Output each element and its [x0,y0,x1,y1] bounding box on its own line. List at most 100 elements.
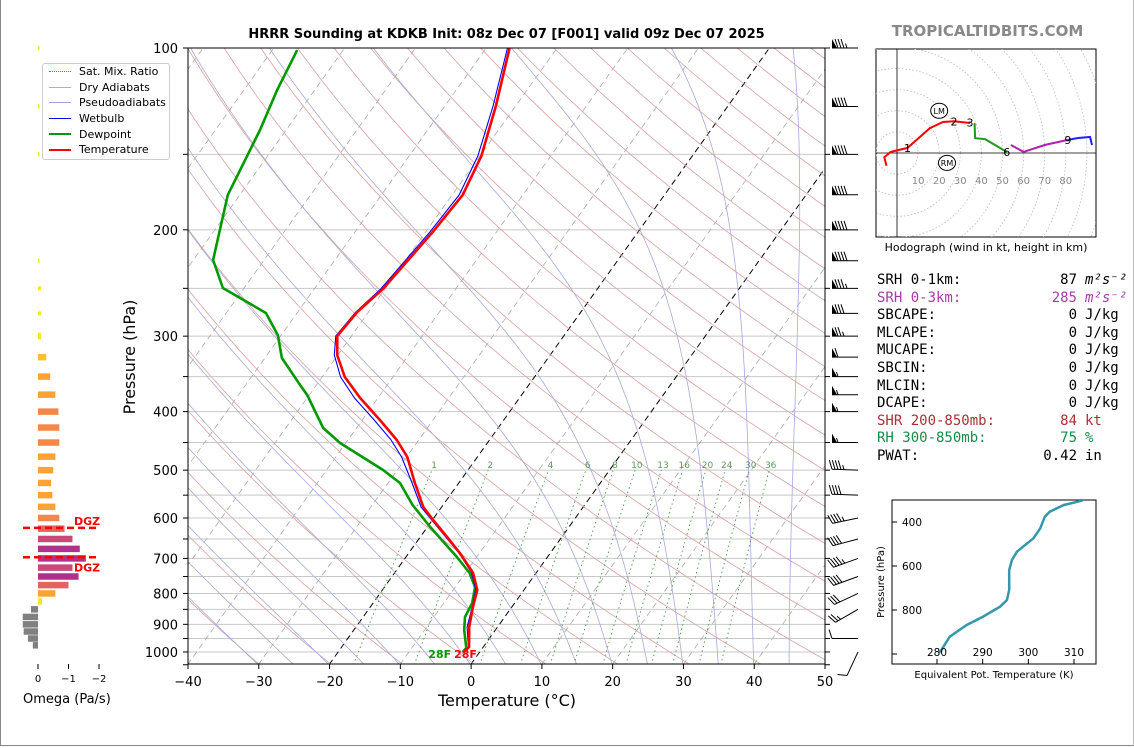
barb-pennant [832,279,837,289]
barb-full [828,615,836,623]
barb-half [842,464,845,470]
legend-swatch [49,118,71,120]
hodograph-ring-label: 80 [1059,176,1072,187]
stat-row: SRH 0-1km: 87 m²s⁻² [877,272,1127,290]
barb-full [828,629,833,639]
hodograph-height-label: 6 [1003,146,1010,159]
mixing-ratio-label: 1 [431,461,437,471]
stat-row: SHR 200-850mb: 84 kt [877,413,1127,431]
omega-bar [32,642,38,649]
barb-full [840,304,845,314]
barb-full [834,38,839,49]
x-tick-label: 30 [675,675,692,690]
barb-full [843,145,848,155]
omega-bar [38,503,56,511]
omega-bar [38,46,40,50]
temperature-line [335,48,511,653]
hodograph-ring-label: 20 [933,176,946,187]
barb-full [827,537,834,546]
storm-motion-marker [930,102,949,119]
omega-bar [38,453,56,460]
mixing-ratio-label: 13 [657,461,668,471]
mixing-ratio-line [549,470,614,664]
hodograph-trace [973,122,1008,153]
wind-barb [828,608,859,623]
omega-bar [38,573,79,580]
omega-tick-label: 0 [35,674,41,685]
omega-tick-label: −1 [61,674,76,685]
dry-adiabat [517,48,825,302]
stat-value: 0 [1068,359,1077,376]
theta-e-y-tick-label: 400 [902,517,922,529]
hodograph-ring-label: 30 [954,176,967,187]
hodograph-caption: Hodograph (wind in kt, height in km) [884,241,1088,254]
barb-pennant [832,185,837,195]
stat-unit: J/kg [1085,395,1119,412]
stat-label: MLCAPE: [877,324,937,341]
theta-e-y-tick-label: 800 [902,605,922,617]
barb-pennant [832,97,837,107]
sounding-stats: SRH 0-1km: 87 m²s⁻² SRH 0-3km: 285 m²s⁻² SBCAP… [877,272,1127,466]
y-tick-label: 1000 [145,646,178,661]
x-tick-label: 20 [604,675,621,690]
legend-item: Sat. Mix. Ratio [49,64,169,80]
pseudoadiabat [511,48,719,664]
y-tick-label: 600 [153,512,178,527]
pseudoadiabat [188,147,577,664]
theta-e-panel: 280 290 300 310 400 600 800 Equivalent Pot. Tem… [876,499,1097,681]
barb-full [837,97,842,107]
barb-half [842,331,845,337]
dry-adiabat [188,288,619,664]
mixing-ratio-line [720,470,770,664]
stat-row: DCAPE: 0 J/kg [877,395,1127,413]
dewpoint-line [211,49,477,653]
barb-pennant [832,385,837,395]
isotherm [188,48,275,170]
stat-label: MLCIN: [877,377,928,394]
barb-full [834,348,839,358]
pseudoadiabat [188,487,365,664]
barb-full [837,673,848,677]
barb-full [835,535,842,544]
barb-full [832,575,840,584]
hodograph-height-label: 9 [1064,134,1071,147]
storm-motion-marker [938,154,957,171]
wind-barb [828,485,859,496]
barb-pennant [832,348,837,358]
barb-pennant [832,327,837,337]
barb-pennant [832,433,837,443]
barb-full [835,556,843,565]
legend-label: Temperature [79,143,149,157]
theta-e-plot [938,500,1084,654]
dry-adiabat [188,228,690,664]
stat-row: MUCAPE: 0 J/kg [877,342,1127,360]
barb-full [833,513,839,523]
dry-adiabat [297,48,825,507]
isotherm [399,68,825,664]
barb-staff [835,608,859,623]
stat-unit: J/kg [1085,377,1119,394]
surface-temperature-label: 28F [454,648,477,661]
mixing-ratio-label: 10 [631,461,643,471]
barb-full [834,460,839,470]
barb-full [827,514,833,524]
surface-dewpoint-label: 28F [428,648,451,661]
wind-barbs [827,38,859,677]
legend-item: Dewpoint [49,126,169,142]
dry-adiabat [260,48,825,544]
barb-full [837,279,842,289]
x-tick-label: 50 [817,675,834,690]
omega-bar [38,258,40,263]
barb-full [828,460,833,470]
barb-staff [833,557,859,568]
pseudoadiabat [788,48,801,664]
pseudoadiabat [269,48,648,664]
omega-bar [38,581,69,589]
stat-row: SBCIN: 0 J/kg [877,360,1127,378]
barb-half [836,406,839,412]
barb-full [837,327,842,337]
barb-full [831,460,836,470]
barb-full [834,485,839,495]
stat-value: 0.42 [1043,447,1077,464]
skewt-profiles: 28F 28F [211,48,511,661]
